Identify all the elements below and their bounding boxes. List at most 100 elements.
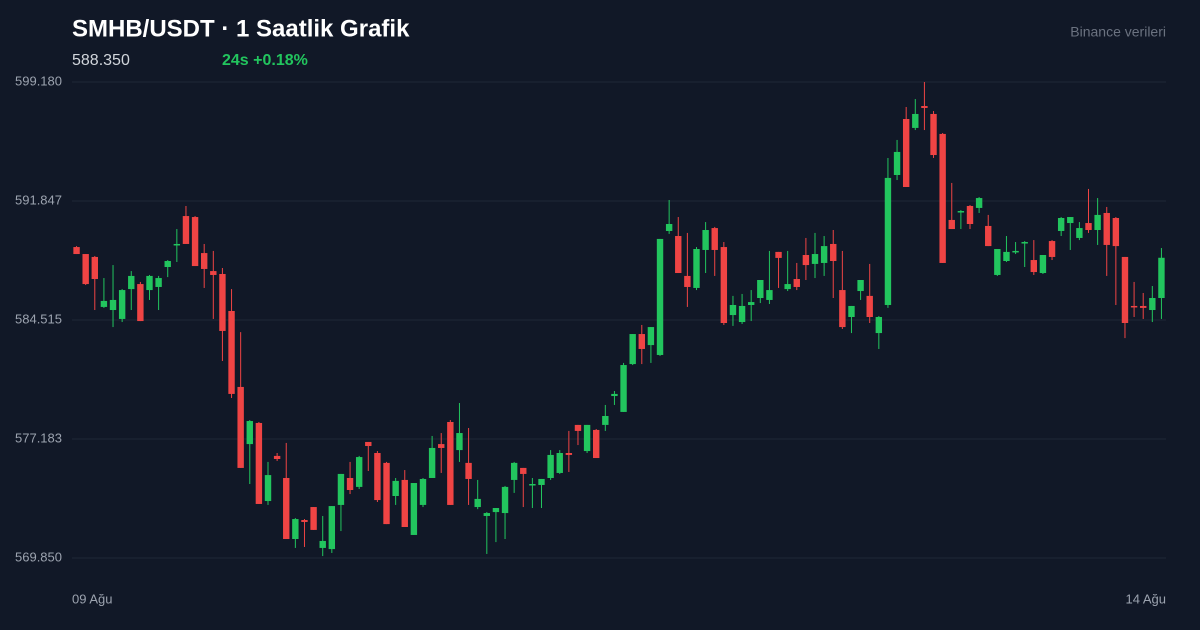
candle-body <box>1121 256 1129 324</box>
candle-body <box>866 295 873 317</box>
candle-body <box>775 251 782 258</box>
candle-body <box>747 302 755 305</box>
candle-body <box>529 483 536 486</box>
candle-body <box>611 393 618 397</box>
candle-body <box>273 455 281 460</box>
candle-body <box>501 486 509 514</box>
x-tick-label: 09 Ağu <box>72 591 113 606</box>
candle-body <box>948 219 955 230</box>
candle-body <box>848 305 855 317</box>
chart-title: SMHB/USDT · 1 Saatlik Grafik <box>72 15 410 42</box>
candle-body <box>893 151 901 175</box>
candle-body <box>328 506 336 550</box>
candle-body <box>237 386 244 468</box>
candle-body <box>693 248 700 288</box>
candle-body <box>109 299 117 311</box>
candle-body <box>902 119 910 188</box>
candle-body <box>82 254 89 285</box>
candle-body <box>1076 228 1083 238</box>
candle-body <box>365 441 372 447</box>
candle-body <box>711 228 718 250</box>
candle-body <box>583 424 591 452</box>
candle-body <box>428 447 436 478</box>
candle-body <box>574 424 582 431</box>
candle-body <box>392 480 399 497</box>
candle-body <box>830 243 837 262</box>
candle-body <box>1103 212 1110 245</box>
data-source: Binance verileri <box>1070 24 1166 40</box>
candle-body <box>702 230 709 250</box>
candle-body <box>419 478 427 505</box>
candle-body <box>210 271 217 275</box>
candle-body <box>137 284 144 322</box>
y-tick-label: 599.180 <box>15 73 62 88</box>
candle-body <box>438 444 445 448</box>
candle-body <box>620 365 627 412</box>
candle-body <box>1140 305 1147 308</box>
candle-body <box>1158 257 1165 299</box>
candle-body <box>146 275 153 291</box>
candle-body <box>246 421 253 445</box>
candle-body <box>283 477 290 540</box>
candle-body <box>638 334 645 349</box>
candle-body <box>1149 298 1156 311</box>
candle-body <box>100 300 108 307</box>
candle-body <box>401 479 408 528</box>
candle-body <box>264 475 272 502</box>
candle-body <box>337 473 345 505</box>
price-change: 24s +0.18% <box>222 52 308 69</box>
candle-body <box>492 508 500 513</box>
candle-body <box>1003 251 1010 262</box>
candle-body <box>957 211 965 213</box>
candle-body <box>410 483 418 535</box>
candle-body <box>319 540 326 548</box>
candle-body <box>355 457 363 487</box>
candle-body <box>191 217 199 267</box>
candle-body <box>301 520 308 522</box>
candle-body <box>1030 260 1038 273</box>
candle-body <box>802 255 810 266</box>
candle-body <box>820 246 828 263</box>
candle-body <box>346 477 354 490</box>
candle-body <box>975 198 983 208</box>
candle-body <box>656 238 664 355</box>
candle-body <box>510 462 518 480</box>
candle-body <box>255 422 263 504</box>
candle-body <box>128 275 135 290</box>
candle-body <box>173 243 181 246</box>
y-tick-label: 584.515 <box>15 311 62 326</box>
candle-body <box>228 310 235 394</box>
candle-body <box>1039 255 1047 274</box>
candle-body <box>966 205 974 225</box>
candle-body <box>1057 218 1065 231</box>
candle-body <box>483 513 491 516</box>
candle-body <box>857 279 864 292</box>
candle-body <box>465 462 472 479</box>
candle-body <box>155 278 162 287</box>
candle-body <box>374 452 381 501</box>
candle-body <box>839 290 846 328</box>
candle-body <box>912 113 919 128</box>
candle-body <box>118 290 126 319</box>
candle-body <box>91 256 98 280</box>
y-tick-label: 577.183 <box>15 430 62 445</box>
candle-body <box>884 177 892 305</box>
candle-body <box>1094 214 1101 231</box>
candle-body <box>994 248 1001 275</box>
candle-body <box>1048 241 1056 257</box>
candle-body <box>939 133 946 263</box>
candle-body <box>1012 250 1019 253</box>
candle-body <box>602 415 609 425</box>
last-price: 588.350 <box>72 52 130 69</box>
candle-body <box>675 236 682 274</box>
candle-body <box>310 507 317 530</box>
candle-body <box>629 334 636 365</box>
candle-body <box>921 106 928 108</box>
candle-body <box>73 247 80 255</box>
candle-body <box>811 254 819 264</box>
candle-body <box>547 454 554 478</box>
candle-body <box>1021 242 1028 244</box>
candle-body <box>985 225 992 247</box>
